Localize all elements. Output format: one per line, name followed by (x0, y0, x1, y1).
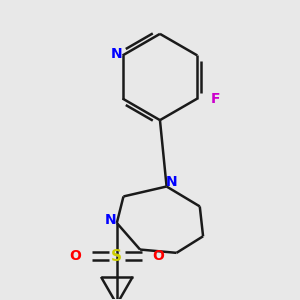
Text: O: O (152, 249, 164, 263)
Text: O: O (69, 249, 81, 263)
Text: N: N (104, 213, 116, 227)
Text: F: F (211, 92, 220, 106)
Text: S: S (111, 249, 122, 264)
Text: N: N (166, 175, 177, 188)
Text: N: N (111, 47, 122, 61)
